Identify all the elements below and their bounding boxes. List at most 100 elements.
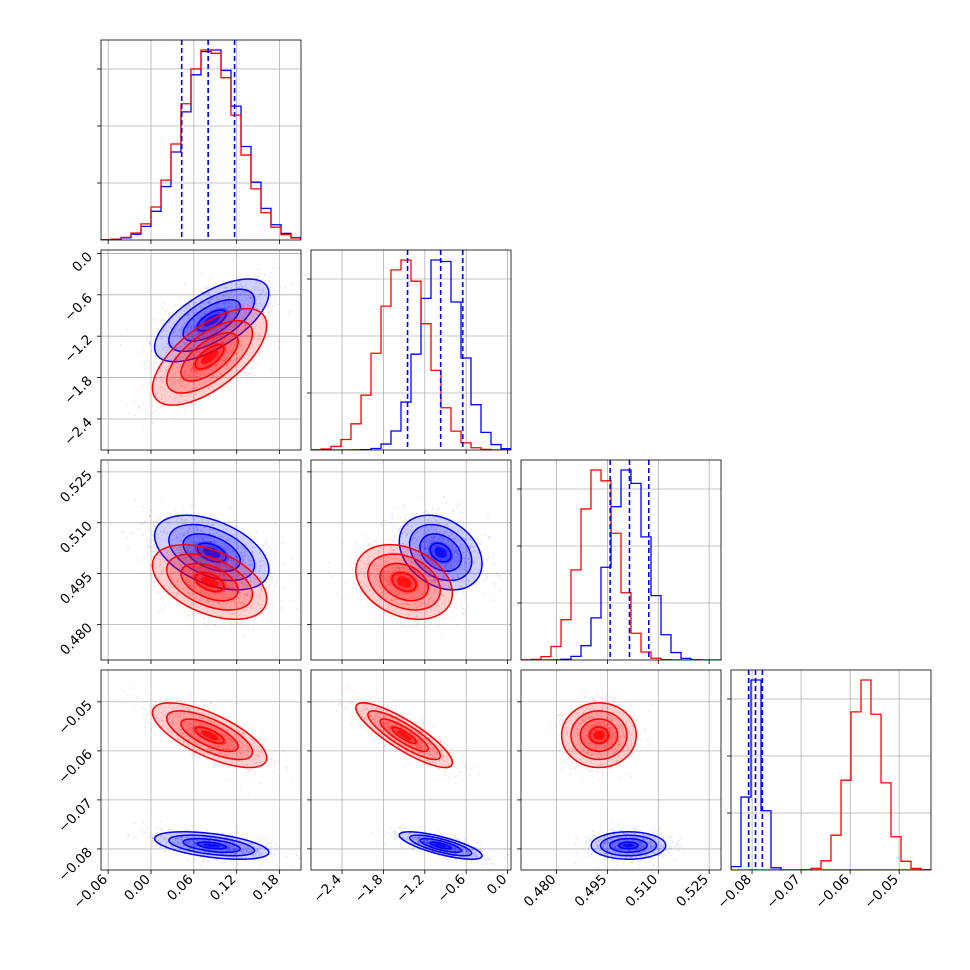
scatter-point	[180, 385, 183, 388]
scatter-point	[247, 549, 250, 552]
scatter-point	[182, 587, 184, 590]
scatter-point	[277, 339, 279, 342]
scatter-point	[261, 291, 264, 294]
scatter-point	[164, 346, 166, 348]
scatter-point	[250, 563, 252, 566]
scatter-point	[227, 306, 230, 308]
scatter-point	[171, 398, 174, 401]
scatter-point	[234, 621, 236, 624]
scatter-point	[226, 529, 229, 532]
scatter-point	[211, 314, 213, 316]
scatter-point	[194, 343, 196, 346]
scatter-point	[193, 324, 195, 327]
scatter-point	[219, 340, 222, 343]
scatter-point	[261, 545, 264, 547]
scatter-point	[139, 559, 142, 562]
scatter-point	[211, 348, 213, 351]
scatter-point	[156, 826, 159, 829]
scatter-point	[182, 534, 185, 537]
scatter-point	[222, 331, 224, 333]
scatter-point	[247, 564, 250, 567]
scatter-point	[126, 329, 129, 331]
scatter-point	[197, 350, 200, 352]
scatter-point	[160, 531, 162, 533]
scatter-point	[176, 593, 178, 595]
scatter-point	[247, 326, 249, 329]
scatter-point	[181, 395, 183, 398]
scatter-point	[138, 405, 141, 407]
scatter-point	[233, 825, 236, 828]
scatter-point	[246, 330, 249, 333]
panel-plot-area	[101, 670, 301, 870]
scatter-point	[360, 598, 363, 601]
scatter-point	[166, 369, 169, 372]
scatter-point	[178, 368, 181, 370]
scatter-point	[159, 820, 162, 823]
scatter-point	[455, 505, 458, 508]
scatter-point	[177, 371, 179, 373]
scatter-point	[162, 328, 165, 330]
scatter-point	[432, 544, 435, 547]
scatter-point	[235, 597, 237, 600]
scatter-point	[194, 330, 197, 333]
scatter-point	[225, 364, 228, 367]
scatter-point	[190, 368, 193, 371]
scatter-point	[189, 568, 191, 571]
scatter-point	[203, 369, 206, 372]
scatter-point	[279, 286, 282, 288]
scatter-point	[354, 541, 357, 544]
scatter-point	[270, 333, 273, 336]
scatter-point	[165, 369, 168, 371]
scatter-point	[242, 573, 245, 575]
scatter-point	[391, 615, 394, 617]
scatter-point	[172, 330, 175, 333]
scatter-point	[251, 607, 254, 609]
scatter-point	[226, 307, 228, 310]
scatter-point	[228, 567, 231, 569]
scatter-point	[174, 377, 176, 380]
scatter-point	[198, 332, 201, 335]
scatter-point	[187, 550, 190, 552]
scatter-point	[200, 529, 203, 532]
scatter-point	[183, 322, 186, 324]
scatter-point	[216, 304, 219, 307]
scatter-point	[189, 347, 192, 350]
scatter-point	[268, 275, 271, 278]
scatter-point	[202, 334, 205, 337]
scatter-point	[157, 591, 159, 594]
scatter-point	[273, 289, 276, 292]
scatter-point	[209, 541, 212, 543]
scatter-point	[241, 333, 244, 336]
scatter-point	[221, 556, 224, 559]
scatter-point	[249, 579, 252, 581]
scatter-point	[212, 308, 215, 310]
scatter-point	[239, 283, 242, 286]
scatter-point	[217, 312, 220, 314]
scatter-point	[244, 859, 247, 862]
scatter-point	[185, 404, 187, 406]
scatter-point	[305, 641, 307, 643]
scatter-point	[205, 585, 207, 588]
scatter-point	[169, 395, 171, 398]
scatter-point	[143, 349, 145, 352]
scatter-point	[173, 304, 176, 307]
scatter-point	[151, 550, 154, 553]
scatter-point	[165, 310, 167, 312]
scatter-point	[209, 300, 211, 303]
scatter-point	[243, 635, 246, 638]
scatter-point	[235, 579, 238, 581]
scatter-point	[188, 304, 190, 307]
scatter-point	[193, 354, 196, 357]
scatter-point	[230, 333, 233, 336]
y-tick-label: 0.0	[69, 249, 96, 276]
scatter-point	[255, 302, 257, 305]
scatter-point	[341, 542, 344, 544]
scatter-point	[461, 512, 463, 514]
contour-blue	[168, 523, 256, 582]
scatter-point	[379, 618, 382, 621]
scatter-point	[403, 504, 406, 507]
scatter-point	[170, 361, 173, 364]
scatter-point	[183, 540, 186, 543]
scatter-point	[220, 327, 223, 330]
scatter-point	[249, 296, 251, 299]
